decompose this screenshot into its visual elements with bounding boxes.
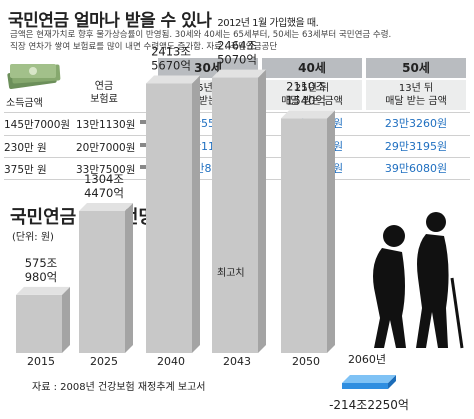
chart-value-label: 1304조 bbox=[84, 172, 124, 186]
col-header-50: 50세 bbox=[366, 58, 466, 78]
money-icon bbox=[7, 64, 61, 90]
chart-bar-front bbox=[79, 210, 125, 353]
chart-bar bbox=[79, 202, 133, 353]
source-note: 자료 : 2008년 건강보험 재정추계 보고서 bbox=[32, 382, 206, 393]
col-sub-40: 25년 뒤 매달 받는 금액 bbox=[262, 80, 362, 110]
chart-bar-top bbox=[212, 69, 266, 78]
elderly-couple-icon bbox=[373, 212, 464, 349]
chart-bar-side bbox=[192, 75, 200, 354]
chart-bar-top bbox=[16, 286, 70, 295]
page-title: 국민연금 얼마나 받을 수 있나 2012년 1월 가입했을 때. bbox=[8, 6, 319, 31]
row-income: 230만 원 bbox=[4, 142, 47, 154]
chart-bar bbox=[146, 75, 200, 354]
chart-bar-front bbox=[281, 118, 327, 353]
row-income: 145만7000원 bbox=[4, 119, 71, 131]
chart-value-label: 1540억 bbox=[286, 93, 326, 107]
chart-bar bbox=[342, 375, 396, 389]
chart-year-label: 2025 bbox=[90, 355, 118, 368]
chart-bar-side bbox=[388, 375, 396, 389]
chart-bar-side bbox=[125, 202, 133, 353]
chart-value-label: 5670억 bbox=[151, 58, 191, 72]
chart-bar-front bbox=[342, 383, 388, 389]
table-cell: 29만3195원 bbox=[366, 137, 466, 157]
peak-label: 최고치 bbox=[217, 268, 245, 279]
chart-value-label: 575조 bbox=[25, 256, 58, 270]
chart-year-label: 2050 bbox=[292, 355, 320, 368]
note-line-2: 직장 연차가 쌓여 보험료를 많이 내면 수령액도 증가함. 자료 : 국민연금… bbox=[10, 42, 278, 52]
chart-bar-top bbox=[79, 202, 133, 211]
chart-year-label: 2043 bbox=[223, 355, 251, 368]
chart-bar-side bbox=[258, 69, 266, 353]
row-income: 375만 원 bbox=[4, 164, 47, 176]
finance-unit: (단위: 원) bbox=[12, 232, 54, 243]
premium-label: 연금 보험료 bbox=[90, 81, 118, 105]
chart-bar-front bbox=[16, 294, 62, 353]
chart-value-label: 2464조 bbox=[217, 39, 257, 53]
title-text: 국민연금 얼마나 받을 수 있나 bbox=[8, 11, 212, 31]
title-note: 2012년 1월 가입했을 때. bbox=[217, 18, 319, 29]
chart-bar-front bbox=[212, 77, 258, 353]
row-premium: 13만1130원 bbox=[76, 119, 136, 131]
chart-bar bbox=[212, 69, 266, 353]
chart-bar-side bbox=[327, 110, 335, 353]
table-cell: 39만6080원 bbox=[366, 159, 466, 179]
chart-bar bbox=[281, 110, 335, 353]
row-premium: 33만7500원 bbox=[76, 164, 136, 176]
chart-value-label: 5070억 bbox=[217, 53, 257, 67]
chart-bar bbox=[16, 286, 70, 353]
chart-bar-top bbox=[281, 110, 335, 119]
chart-year-label: 2060년 bbox=[348, 353, 386, 366]
col-header-40: 40세 bbox=[262, 58, 362, 78]
chart-value-label: 2110조 bbox=[286, 79, 326, 93]
chart-value-label: 980억 bbox=[25, 270, 58, 284]
income-label: 소득금액 bbox=[6, 98, 43, 109]
chart-bar-side bbox=[62, 286, 70, 353]
chart-bar-top bbox=[342, 375, 396, 383]
chart-value-label: -214조2250억 bbox=[329, 398, 409, 412]
table-cell: 23만3260원 bbox=[366, 114, 466, 134]
chart-year-label: 2015 bbox=[27, 355, 55, 368]
chart-bar-top bbox=[146, 75, 200, 84]
col-sub-50: 13년 뒤 매달 받는 금액 bbox=[366, 80, 466, 110]
chart-year-label: 2040 bbox=[157, 355, 185, 368]
chart-value-label: 2413조 bbox=[151, 44, 191, 58]
chart-bar-front bbox=[146, 83, 192, 354]
row-premium: 20만7000원 bbox=[76, 142, 136, 154]
chart-value-label: 4470억 bbox=[84, 186, 124, 200]
note-line-1: 금액은 현재가치로 향후 물가상승률이 반영됨. 30세와 40세는 65세부터… bbox=[10, 30, 392, 40]
